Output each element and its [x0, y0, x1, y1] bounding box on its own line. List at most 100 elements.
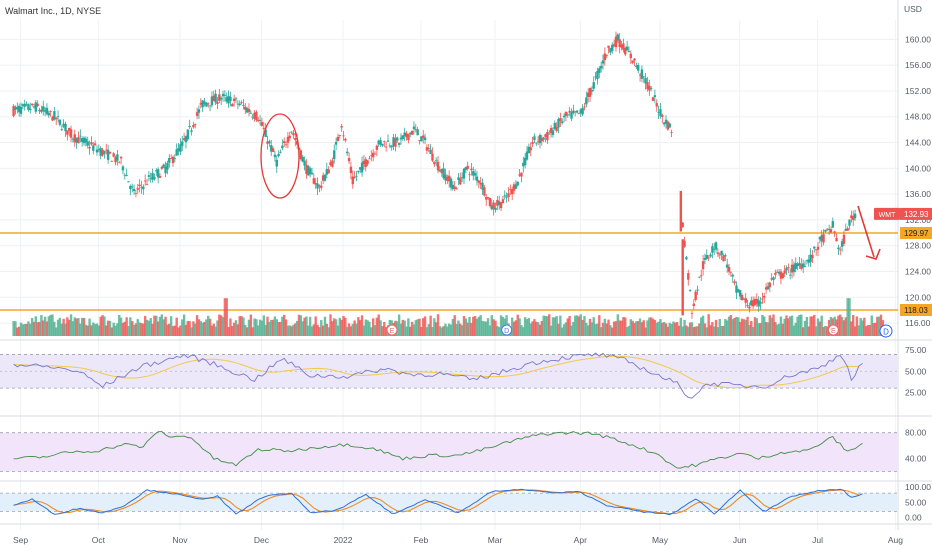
volume-bar	[69, 314, 73, 336]
candle-body	[698, 276, 701, 278]
volume-bar	[807, 326, 810, 336]
candle-body	[56, 116, 60, 118]
volume-bar	[457, 320, 460, 336]
volume-bar	[25, 323, 28, 336]
volume-bar	[64, 323, 67, 336]
volume-bar	[221, 317, 225, 336]
volume-bar	[164, 316, 167, 336]
volume-bar	[438, 326, 442, 336]
candle-body	[518, 174, 521, 176]
volume-bar	[738, 321, 742, 336]
candle-body	[169, 158, 173, 159]
candle-body	[505, 196, 508, 198]
trend-arrow-shaft	[857, 205, 875, 258]
candle-body	[807, 259, 810, 263]
volume-bar	[733, 318, 736, 336]
volume-bar	[466, 322, 469, 336]
volume-bar	[642, 320, 645, 336]
candle-body	[725, 264, 729, 268]
volume-bar	[512, 321, 516, 336]
candle-body	[255, 111, 258, 120]
volume-bar	[837, 315, 840, 336]
candle-body	[379, 140, 382, 145]
candle-body	[822, 234, 825, 243]
volume-bar	[668, 322, 671, 336]
candle-body	[598, 68, 601, 73]
candle-body	[561, 121, 564, 124]
candle-body	[848, 219, 851, 226]
candle-body	[666, 121, 670, 130]
volume-bar	[855, 316, 859, 336]
volume-bar	[444, 323, 447, 336]
volume-bar	[249, 314, 253, 336]
candle-body	[177, 148, 180, 152]
candle-body	[724, 255, 727, 257]
volume-bar	[629, 319, 633, 336]
candle-body	[93, 143, 97, 145]
candle-body	[553, 122, 557, 130]
volume-bar	[470, 322, 473, 336]
volume-bar	[40, 315, 43, 336]
candle-body	[240, 102, 243, 104]
volume-bar	[874, 322, 877, 336]
volume-bar	[857, 325, 860, 336]
volume-bar	[349, 326, 353, 336]
volume-bar	[125, 317, 128, 336]
candle-body	[312, 178, 316, 184]
last-price-label: 132.93	[904, 210, 929, 219]
candle-body	[236, 103, 240, 105]
candle-body	[25, 103, 28, 105]
candle-body	[737, 289, 740, 292]
last-price-bg	[900, 207, 932, 220]
volume-bar	[585, 322, 588, 336]
candle-body	[664, 119, 668, 124]
volume-bar	[464, 318, 468, 336]
volume-bar	[116, 323, 119, 336]
price-tick-label: 116.00	[905, 318, 931, 328]
volume-bar	[194, 323, 197, 336]
candle-body	[603, 53, 607, 61]
volume-bar	[168, 323, 171, 336]
time-tick-label: Sep	[13, 535, 28, 545]
volume-bar	[653, 319, 657, 336]
volume-bar	[334, 319, 338, 336]
candle-body	[40, 109, 43, 112]
candle-body	[64, 124, 67, 132]
volume-bar	[516, 314, 519, 336]
volume-bar	[848, 298, 851, 336]
candle-body	[496, 200, 499, 206]
candle-body	[722, 255, 725, 262]
candle-body	[82, 137, 86, 144]
volume-bar	[42, 320, 45, 336]
candle-body	[485, 196, 488, 200]
volume-bar	[271, 319, 275, 336]
candle-body	[80, 138, 84, 142]
candle-body	[839, 249, 842, 251]
volume-bar	[496, 325, 499, 336]
volume-bar	[34, 316, 38, 336]
volume-bar	[179, 325, 182, 336]
candle-body	[573, 111, 577, 113]
volume-bar	[114, 325, 117, 336]
candle-body	[245, 108, 249, 113]
volume-bar	[218, 314, 221, 336]
volume-bar	[872, 323, 875, 336]
volume-bar	[142, 323, 145, 336]
volume-bar	[84, 324, 88, 336]
candle-body	[451, 184, 455, 190]
candle-body	[334, 141, 338, 145]
candle-body	[290, 131, 293, 133]
volume-bar	[864, 326, 868, 336]
candle-body	[190, 130, 193, 132]
candle-body	[19, 106, 23, 114]
price-tick-label: 156.00	[905, 60, 931, 70]
volume-bar	[781, 323, 784, 336]
volume-bar	[701, 315, 705, 336]
volume-bar	[703, 323, 707, 336]
candle-body	[238, 103, 241, 106]
volume-bar	[494, 320, 497, 336]
event-marker-circle	[501, 324, 513, 336]
event-marker: E	[827, 324, 839, 336]
candle-body	[483, 187, 486, 196]
